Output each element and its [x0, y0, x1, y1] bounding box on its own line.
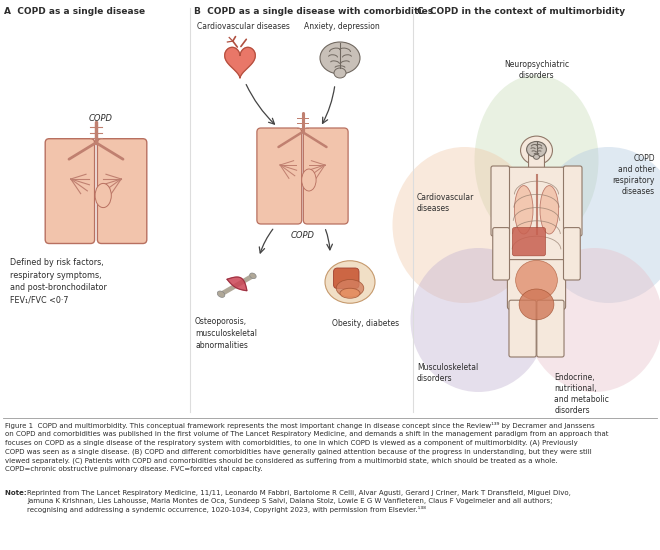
- Ellipse shape: [340, 288, 360, 298]
- Text: Osteoporosis,
musculoskeletal
abnormalities: Osteoporosis, musculoskeletal abnormalit…: [195, 317, 257, 350]
- FancyBboxPatch shape: [257, 128, 302, 224]
- FancyBboxPatch shape: [512, 228, 545, 256]
- FancyBboxPatch shape: [493, 228, 510, 280]
- Text: COPD: COPD: [89, 114, 113, 123]
- Text: Obesity, diabetes: Obesity, diabetes: [332, 319, 399, 328]
- Ellipse shape: [325, 261, 375, 303]
- Text: Anxiety, depression: Anxiety, depression: [304, 22, 379, 31]
- Text: COPD
and other
respiratory
diseases: COPD and other respiratory diseases: [612, 154, 655, 196]
- Text: Reprinted from The Lancet Respiratory Medicine, 11/11, Leonardo M Fabbri, Bartol: Reprinted from The Lancet Respiratory Me…: [27, 490, 571, 513]
- FancyBboxPatch shape: [45, 139, 94, 244]
- FancyBboxPatch shape: [504, 167, 568, 270]
- Ellipse shape: [249, 273, 256, 279]
- Ellipse shape: [393, 147, 537, 303]
- FancyBboxPatch shape: [304, 128, 348, 224]
- Text: Figure 1  COPD and multimorbidity. This conceptual framework represents the most: Figure 1 COPD and multimorbidity. This c…: [5, 422, 609, 472]
- Ellipse shape: [336, 279, 364, 297]
- FancyBboxPatch shape: [491, 166, 510, 236]
- FancyBboxPatch shape: [98, 139, 147, 244]
- Ellipse shape: [320, 42, 360, 74]
- Ellipse shape: [521, 136, 552, 164]
- FancyBboxPatch shape: [564, 166, 582, 236]
- Polygon shape: [224, 47, 255, 78]
- Ellipse shape: [519, 289, 554, 320]
- Text: Neuropsychiatric
disorders: Neuropsychiatric disorders: [504, 60, 569, 80]
- Text: Note:: Note:: [5, 490, 29, 496]
- Ellipse shape: [95, 183, 112, 207]
- Text: B  COPD as a single disease with comorbidities: B COPD as a single disease with comorbid…: [194, 7, 433, 16]
- Ellipse shape: [515, 260, 558, 300]
- Text: COPD: COPD: [290, 231, 315, 240]
- Ellipse shape: [475, 75, 599, 245]
- FancyBboxPatch shape: [509, 300, 536, 357]
- Ellipse shape: [537, 147, 660, 303]
- Text: Endocrine,
nutritional,
and metabolic
disorders: Endocrine, nutritional, and metabolic di…: [554, 373, 609, 415]
- Text: Defined by risk factors,
respiratory symptoms,
and post-bronchodilator
FEV₁/FVC : Defined by risk factors, respiratory sym…: [10, 258, 107, 305]
- Text: Musculoskeletal
disorders: Musculoskeletal disorders: [417, 363, 478, 383]
- FancyBboxPatch shape: [529, 150, 544, 173]
- Polygon shape: [227, 277, 247, 291]
- Ellipse shape: [411, 248, 546, 392]
- Ellipse shape: [334, 68, 346, 78]
- FancyBboxPatch shape: [537, 300, 564, 357]
- Ellipse shape: [527, 248, 660, 392]
- Ellipse shape: [302, 169, 316, 191]
- FancyBboxPatch shape: [508, 260, 566, 310]
- Text: Cardiovascular diseases: Cardiovascular diseases: [197, 22, 290, 31]
- Ellipse shape: [514, 185, 533, 234]
- Text: C  COPD in the context of multimorbidity: C COPD in the context of multimorbidity: [417, 7, 625, 16]
- Ellipse shape: [527, 141, 546, 157]
- FancyBboxPatch shape: [564, 228, 580, 280]
- Text: A  COPD as a single disease: A COPD as a single disease: [4, 7, 145, 16]
- Ellipse shape: [217, 291, 225, 298]
- FancyBboxPatch shape: [333, 268, 359, 289]
- Ellipse shape: [533, 155, 539, 159]
- Text: Cardiovascular
diseases: Cardiovascular diseases: [417, 193, 475, 213]
- Ellipse shape: [540, 185, 558, 234]
